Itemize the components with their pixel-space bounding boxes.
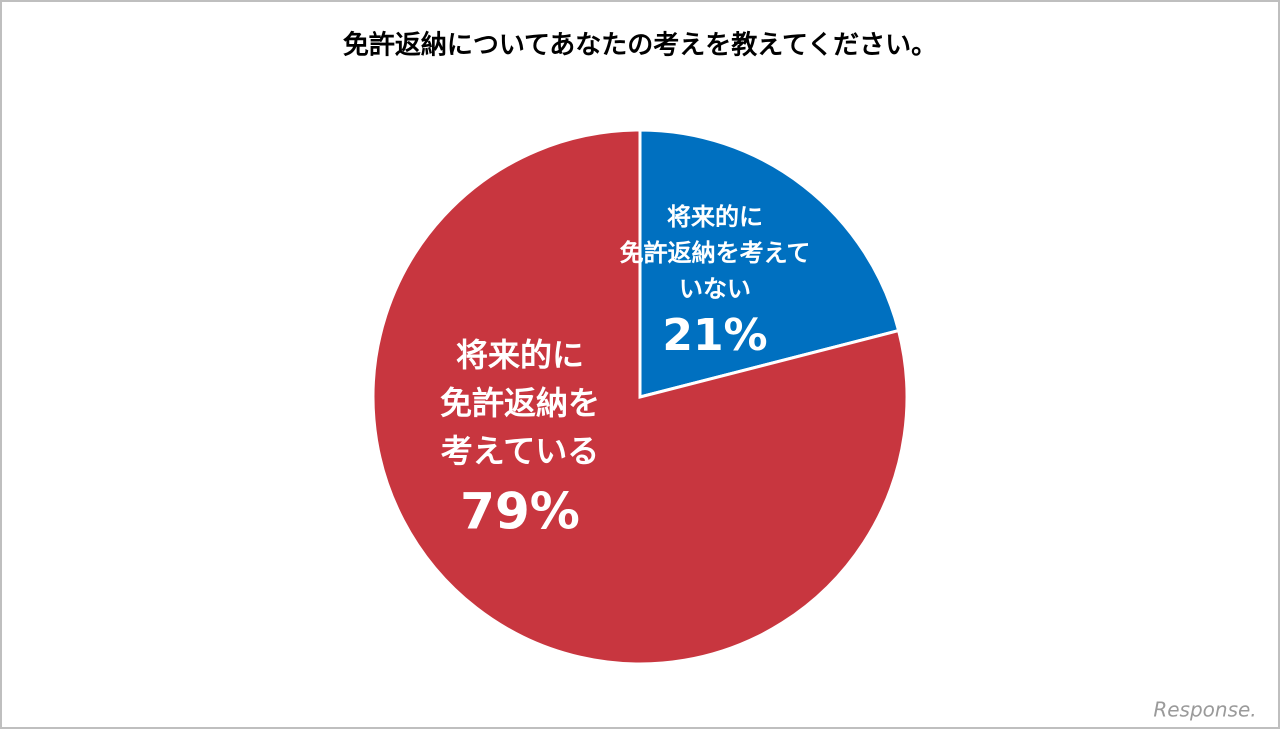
watermark: Response. <box>1153 698 1256 722</box>
slice-label-line: 免許返納を <box>440 384 600 422</box>
slice-label: 将来的に免許返納を考えている <box>440 336 600 470</box>
value-label: 79% <box>460 483 580 541</box>
chart-title: 免許返納についてあなたの考えを教えてください。 <box>343 30 937 61</box>
slice-label: 将来的に免許返納を考えていない <box>620 203 811 303</box>
slice-label-line: 考えている <box>441 432 599 470</box>
slice-label-line: 免許返納を考えて <box>620 239 811 267</box>
slice-label-line: 将来的に <box>667 203 763 231</box>
slice-label-line: いない <box>679 275 751 303</box>
pie-slice <box>371 128 909 666</box>
pie-slice <box>638 128 901 399</box>
slice-label-line: 将来的に <box>456 336 584 374</box>
value-label: 21% <box>662 310 767 361</box>
